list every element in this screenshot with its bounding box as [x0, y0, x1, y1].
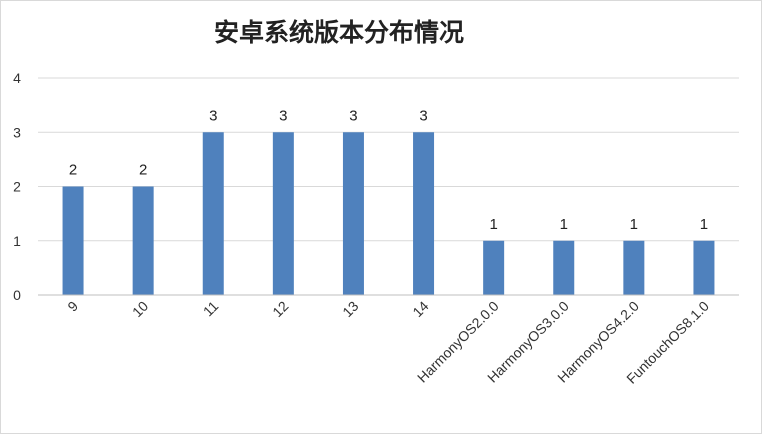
data-label: 3: [279, 107, 287, 124]
bar: [342, 132, 364, 295]
y-tick-label: 1: [13, 233, 21, 249]
x-tick-label: 9: [64, 298, 81, 315]
data-label: 1: [630, 216, 638, 233]
data-label: 2: [69, 162, 77, 179]
x-tick-label: 13: [339, 298, 361, 320]
data-label: 1: [489, 216, 497, 233]
bar: [132, 186, 154, 295]
bar: [272, 132, 294, 295]
data-label: 3: [209, 107, 217, 124]
data-label: 3: [349, 107, 357, 124]
x-tick-label: 10: [129, 298, 151, 320]
x-tick-label: 12: [269, 298, 291, 320]
data-label: 1: [560, 216, 568, 233]
bar: [413, 132, 435, 295]
y-tick-label: 2: [13, 179, 21, 195]
y-tick-label: 3: [13, 124, 21, 140]
bar: [553, 240, 575, 295]
y-tick-label: 0: [13, 287, 21, 303]
bar: [202, 132, 224, 295]
x-tick-label: 14: [409, 298, 431, 320]
bar: [623, 240, 645, 295]
bar: [483, 240, 505, 295]
x-tick-label: 11: [200, 298, 222, 320]
y-tick-label: 4: [13, 70, 21, 86]
chart-title: 安卓系统版本分布情况: [213, 18, 464, 47]
data-label: 2: [139, 162, 147, 179]
bar: [693, 240, 715, 295]
bar: [62, 186, 84, 295]
data-label: 3: [419, 107, 427, 124]
data-label: 1: [700, 216, 708, 233]
